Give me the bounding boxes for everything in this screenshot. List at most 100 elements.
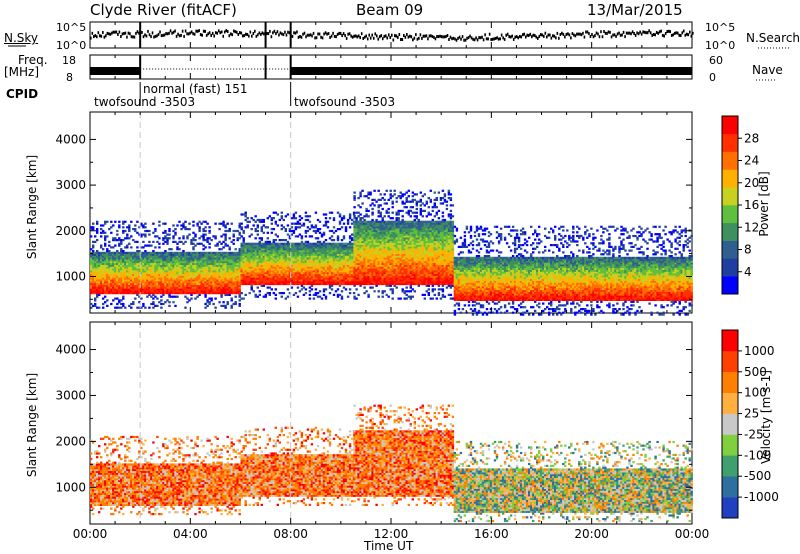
power-cell xyxy=(256,264,259,267)
power-cell xyxy=(138,277,141,280)
power-cell xyxy=(226,288,229,291)
power-cell xyxy=(100,284,103,287)
power-cell xyxy=(138,295,141,298)
power-cell xyxy=(316,246,320,249)
power-cell xyxy=(154,246,157,249)
power-cell xyxy=(385,211,388,214)
power-cell xyxy=(142,240,145,243)
power-cell xyxy=(369,266,372,269)
power-cell xyxy=(200,268,203,271)
power-cell xyxy=(375,253,378,256)
power-cell xyxy=(250,233,253,236)
power-cell xyxy=(334,268,338,271)
power-cell xyxy=(304,242,308,245)
power-cell xyxy=(192,277,195,280)
power-cell xyxy=(104,264,107,267)
power-cell xyxy=(308,270,312,273)
power-cell xyxy=(359,271,362,275)
power-cell xyxy=(342,268,346,271)
power-cell xyxy=(208,302,211,306)
power-cell xyxy=(318,268,322,271)
power-cell xyxy=(377,290,380,293)
power-cell xyxy=(194,271,197,275)
power-cell xyxy=(338,284,342,287)
nsky-mark xyxy=(458,35,461,39)
power-cell xyxy=(102,297,105,300)
power-cell xyxy=(218,301,221,304)
power-cell xyxy=(222,282,225,286)
power-cell xyxy=(369,257,372,260)
power-cell xyxy=(355,288,358,291)
power-cell xyxy=(300,268,304,271)
power-cell xyxy=(244,275,247,278)
power-cell xyxy=(94,260,97,264)
power-cell xyxy=(244,255,247,258)
power-cell xyxy=(274,222,277,225)
power-cell xyxy=(144,244,147,247)
power-cell xyxy=(344,281,348,284)
power-cell xyxy=(250,281,253,284)
power-cell xyxy=(118,277,121,280)
power-cell xyxy=(106,235,109,238)
power-cell xyxy=(260,275,263,278)
power-cell xyxy=(353,251,356,254)
power-cell xyxy=(144,222,147,225)
power-cell xyxy=(346,271,350,275)
power-cell xyxy=(369,226,372,229)
power-cell xyxy=(144,260,147,264)
power-cell xyxy=(208,271,211,275)
power-cell xyxy=(220,275,223,278)
power-cell xyxy=(122,288,125,291)
nsky-mark xyxy=(533,34,536,37)
power-cell xyxy=(224,235,227,238)
power-cell xyxy=(296,273,300,276)
power-cell xyxy=(108,259,111,262)
power-cell xyxy=(330,271,334,275)
power-cell xyxy=(104,282,107,286)
nsky-mark xyxy=(386,36,389,40)
power-cell xyxy=(292,270,296,273)
power-cell xyxy=(344,264,348,267)
power-cell xyxy=(369,275,372,278)
power-cell xyxy=(140,270,143,273)
power-cell xyxy=(353,242,356,245)
power-cell xyxy=(330,242,334,245)
power-cell xyxy=(286,262,290,265)
power-cell xyxy=(272,279,275,282)
power-cell xyxy=(202,248,205,251)
power-cell xyxy=(122,255,125,258)
power-cell xyxy=(118,244,121,247)
power-cell xyxy=(120,248,123,251)
power-cell xyxy=(302,246,306,249)
power-cell xyxy=(353,233,356,236)
power-cell xyxy=(367,260,370,264)
power-cell xyxy=(240,273,243,276)
power-cell xyxy=(204,226,207,229)
power-cell xyxy=(371,211,374,214)
power-cell xyxy=(342,273,346,276)
power-cell xyxy=(250,284,253,287)
power-cell xyxy=(375,222,378,225)
power-cell xyxy=(134,279,137,282)
nsky-mark xyxy=(267,32,270,36)
power-cell xyxy=(274,268,277,271)
power-cell xyxy=(168,270,171,273)
power-cell xyxy=(110,273,113,276)
power-cell xyxy=(302,268,306,271)
power-cell xyxy=(336,262,340,265)
power-cell xyxy=(216,253,219,256)
power-cell xyxy=(202,279,205,282)
nsky-mark xyxy=(624,35,626,39)
power-cell xyxy=(314,211,318,214)
power-cell xyxy=(224,262,227,265)
power-cell xyxy=(282,250,285,253)
power-cell xyxy=(322,253,326,256)
power-cell xyxy=(146,262,149,265)
power-cell xyxy=(353,253,356,256)
power-cell xyxy=(306,282,310,286)
power-cell xyxy=(154,279,157,282)
power-cell xyxy=(387,259,390,262)
power-cell xyxy=(232,251,235,254)
power-cell xyxy=(208,281,211,284)
power-cell xyxy=(292,273,296,276)
